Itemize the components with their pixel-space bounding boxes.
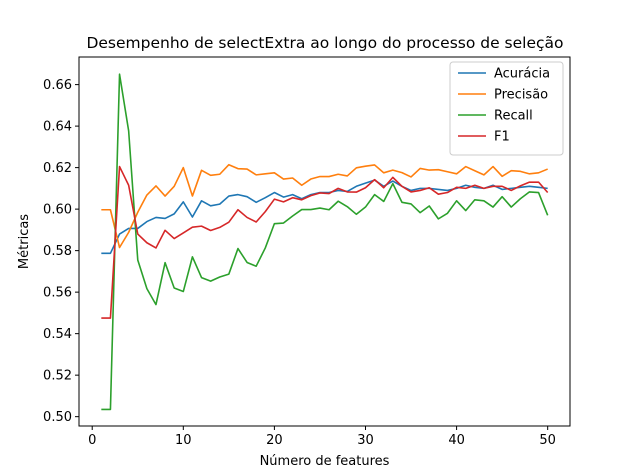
legend-label: Acurácia xyxy=(494,67,550,82)
x-tick-label: 50 xyxy=(539,433,556,448)
y-axis-title: Métricas xyxy=(17,214,32,269)
y-tick-label: 0.52 xyxy=(43,369,72,384)
legend-label: Precisão xyxy=(494,88,548,103)
x-axis: 0 10 20 30 40 50 xyxy=(88,426,556,448)
y-tick-label: 0.58 xyxy=(43,244,72,259)
y-tick-label: 0.56 xyxy=(43,286,72,301)
chart-title: Desempenho de selectExtra ao longo do pr… xyxy=(86,34,563,52)
x-tick-label: 30 xyxy=(357,433,374,448)
series-line-1 xyxy=(101,163,548,249)
y-tick-label: 0.50 xyxy=(43,410,72,425)
legend: Acurácia Precisão Recall F1 xyxy=(449,61,564,156)
y-tick-label: 0.66 xyxy=(43,78,72,93)
legend-label: Recall xyxy=(494,109,533,124)
x-tick-label: 40 xyxy=(448,433,465,448)
series-line-2 xyxy=(101,73,549,411)
x-tick-label: 20 xyxy=(266,433,283,448)
legend-box xyxy=(449,61,564,156)
series-line-3 xyxy=(101,165,549,319)
y-tick-label: 0.62 xyxy=(43,161,72,176)
plot-area xyxy=(101,73,549,411)
y-tick-label: 0.60 xyxy=(43,203,72,218)
x-tick-label: 0 xyxy=(88,433,96,448)
y-tick-label: 0.64 xyxy=(43,120,72,135)
y-tick-label: 0.54 xyxy=(43,327,72,342)
axes-frame xyxy=(78,56,571,427)
x-tick-label: 10 xyxy=(175,433,192,448)
x-axis-title: Número de features xyxy=(260,454,390,469)
y-axis: 0.50 0.52 0.54 0.56 0.58 0.60 0.62 0.64 0.66 xyxy=(43,78,79,425)
legend-label: F1 xyxy=(494,130,510,145)
